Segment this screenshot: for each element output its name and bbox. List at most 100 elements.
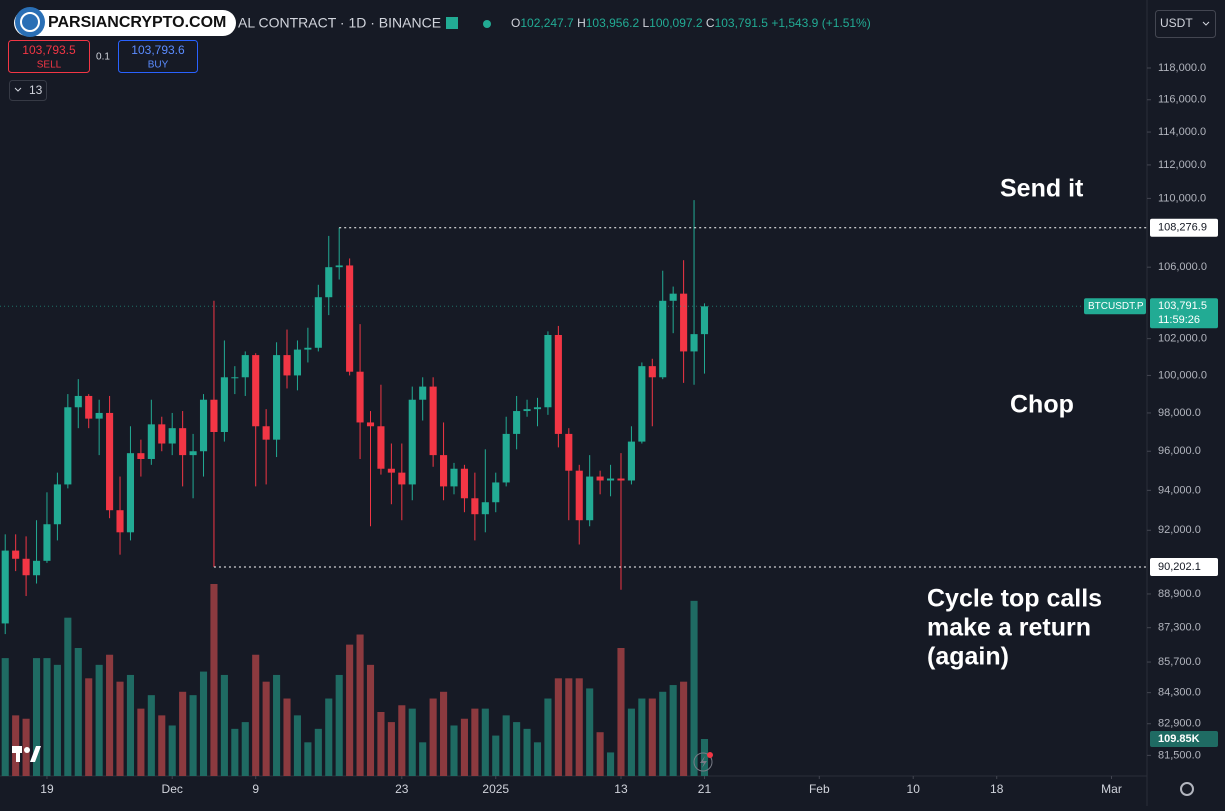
candle-body: [74, 395, 82, 408]
candle-body: [419, 386, 427, 400]
volume-bar: [387, 722, 395, 776]
volume-bar: [408, 708, 416, 776]
watermark-box: [14, 10, 236, 36]
sell-button[interactable]: [8, 40, 90, 73]
y-tick-label: 110,000.0: [1158, 192, 1206, 204]
x-tick-label: 13: [614, 782, 628, 796]
currency-select[interactable]: [1155, 10, 1216, 38]
candle-body: [554, 334, 562, 434]
candle-body: [607, 478, 615, 481]
volume-bar: [596, 732, 604, 776]
volume-bar: [356, 634, 364, 776]
candle-body: [293, 349, 301, 376]
volume-bar: [575, 678, 583, 776]
alert-icon[interactable]: [693, 752, 713, 772]
ohlc-key: H: [577, 16, 586, 30]
candle-body: [356, 371, 364, 423]
candle-body: [210, 399, 218, 432]
x-tick-label: 23: [395, 782, 409, 796]
logo-part: [30, 746, 41, 762]
price-label: 103,791.5: [1158, 300, 1207, 312]
candle-body: [85, 395, 93, 419]
candle-body: [22, 558, 30, 576]
candle-body: [179, 428, 187, 456]
plot: [0, 200, 1147, 776]
candle-body: [680, 293, 688, 352]
candle-body: [492, 482, 500, 503]
volume-bar: [158, 715, 166, 776]
volume-label: 109.85K: [1158, 733, 1200, 745]
candle-body: [648, 366, 656, 378]
volume-bar: [199, 671, 208, 776]
sell-price: 103,793.5: [22, 43, 76, 57]
candle-body: [429, 386, 437, 456]
candle-body: [471, 498, 479, 515]
y-tick-label: 85,700.0: [1158, 656, 1201, 668]
candle-body: [638, 366, 646, 442]
volume-bar: [533, 742, 542, 776]
flag-icon[interactable]: [446, 17, 458, 29]
candle-body: [283, 355, 291, 376]
volume-bar: [638, 698, 646, 776]
volume-bar: [523, 728, 531, 776]
y-tick-label: 96,000.0: [1158, 445, 1201, 457]
logo-ring: [20, 12, 40, 32]
volume-bar: [231, 728, 239, 776]
volume-bar: [106, 654, 114, 776]
candle-body: [460, 468, 468, 499]
x-tick-label: 2025: [482, 782, 509, 796]
y-tick-label: 98,000.0: [1158, 407, 1201, 419]
price-label-box: [1150, 298, 1218, 329]
badge: [707, 752, 713, 758]
volume-bar: [74, 648, 82, 776]
y-tick-label: 102,000.0: [1158, 333, 1207, 345]
candle-body: [158, 424, 166, 444]
ohlc-value: 100,097.2: [649, 16, 703, 30]
header: PARSIANCRYPTO.COM AL CONTRACT · 1D · BIN…: [8, 7, 1216, 101]
volume-bar: [43, 658, 51, 776]
volume-bar: [85, 678, 93, 776]
candle-body: [168, 428, 176, 444]
symbol[interactable]: AL CONTRACT · 1D · BINANCE: [238, 15, 441, 31]
candle-body: [596, 476, 604, 481]
candle-body: [398, 472, 406, 485]
volume-bar: [53, 664, 61, 776]
candle-body: [669, 293, 677, 301]
y-tick-label: 106,000.0: [1158, 261, 1207, 273]
candle-body: [199, 399, 208, 452]
buy-button[interactable]: [118, 40, 198, 73]
chevron-icon: [1202, 21, 1210, 26]
volume-bar: [283, 698, 291, 776]
volume-bar: [440, 691, 448, 776]
level-label-box: [1150, 557, 1218, 576]
volume-bar: [168, 725, 176, 776]
candle-body: [346, 265, 354, 372]
settings-icon[interactable]: [1180, 782, 1194, 796]
logo-part: [24, 747, 30, 753]
volume-bar: [220, 674, 228, 776]
volume-bar: [492, 735, 500, 776]
candle-body: [252, 355, 260, 427]
y-tick-label: 112,000.0: [1158, 159, 1206, 171]
indicator-count: 13: [29, 83, 43, 97]
candle-body: [304, 347, 312, 350]
candle-body: [366, 422, 375, 427]
indicator-toggle[interactable]: [9, 80, 47, 101]
candle-body: [502, 433, 510, 483]
candle-body: [617, 478, 625, 481]
currency: USDT: [1160, 16, 1193, 30]
level-label: 108,276.9: [1158, 222, 1207, 234]
candle-body: [273, 355, 281, 440]
countdown: 11:59:26: [1158, 314, 1200, 326]
volume-bar: [64, 617, 72, 776]
volume-bar: [690, 600, 698, 776]
candle-body: [690, 334, 698, 352]
volume-bar: [262, 681, 270, 776]
x-tick-label: 19: [40, 782, 54, 796]
ohlc-value: 103,956.2: [586, 16, 640, 30]
x-tick-label: Dec: [162, 782, 183, 796]
chevron-icon: [14, 87, 22, 92]
volume-bar: [252, 654, 260, 776]
y-tick-label: 116,000.0: [1158, 94, 1206, 106]
volume-bar: [189, 695, 197, 776]
